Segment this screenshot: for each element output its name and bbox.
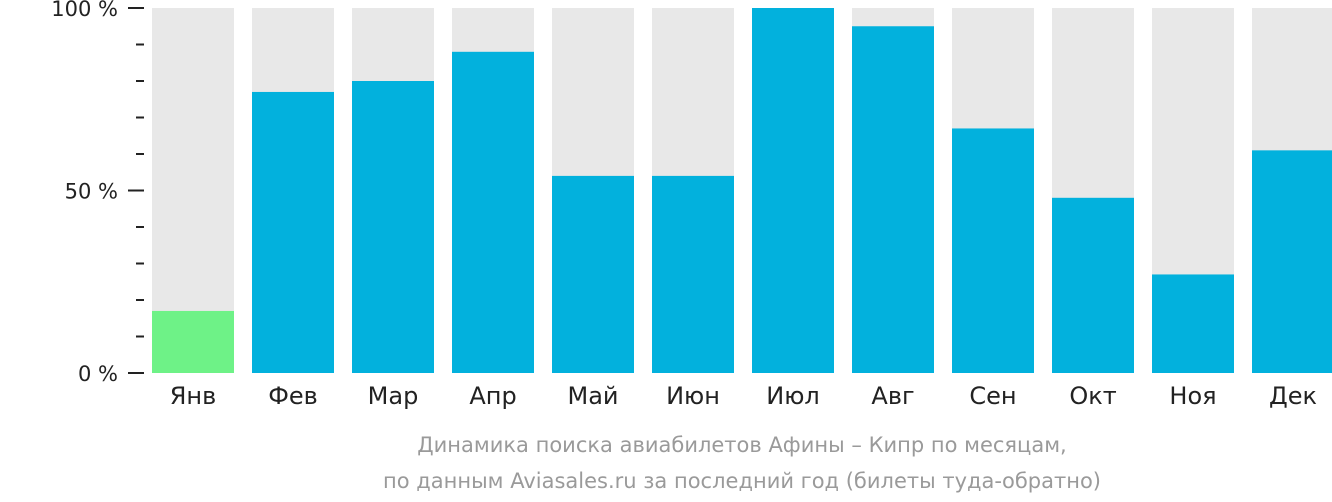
x-tick-label: Май (567, 382, 618, 410)
x-tick-label: Июн (666, 382, 720, 410)
bar (352, 81, 434, 373)
x-tick-label: Сен (969, 382, 1016, 410)
bar (552, 175, 634, 373)
y-axis: 0 % 50 % 100 % (51, 0, 144, 386)
y-tick-label: 50 % (65, 180, 118, 204)
x-tick-label: Окт (1069, 382, 1116, 410)
x-tick-label: Ноя (1169, 382, 1216, 410)
y-tick-label: 0 % (78, 362, 118, 386)
bar (152, 310, 234, 373)
x-tick-label: Авг (871, 382, 914, 410)
x-tick-label: Фев (268, 382, 318, 410)
bar (752, 8, 834, 373)
bar (852, 26, 934, 373)
bar (1252, 150, 1332, 373)
bars (152, 8, 1332, 374)
x-tick-label: Июл (766, 382, 820, 410)
chart-caption-line-1: Динамика поиска авиабилетов Афины – Кипр… (417, 433, 1067, 457)
bar (252, 91, 334, 373)
x-axis: Янв Фев Мар Апр Май Июн Июл Авг Сен Окт Ноя Дек (170, 382, 1317, 410)
bar (952, 128, 1034, 373)
x-tick-label: Мар (368, 382, 419, 410)
x-tick-label: Янв (170, 382, 217, 410)
bar (652, 175, 734, 373)
bar (452, 51, 534, 374)
x-tick-label: Дек (1269, 382, 1317, 410)
bar (1052, 197, 1134, 373)
chart-caption-line-2: по данным Aviasales.ru за последний год … (383, 469, 1101, 493)
y-tick-label: 100 % (51, 0, 118, 21)
x-tick-label: Апр (469, 382, 516, 410)
bar (1152, 274, 1234, 373)
